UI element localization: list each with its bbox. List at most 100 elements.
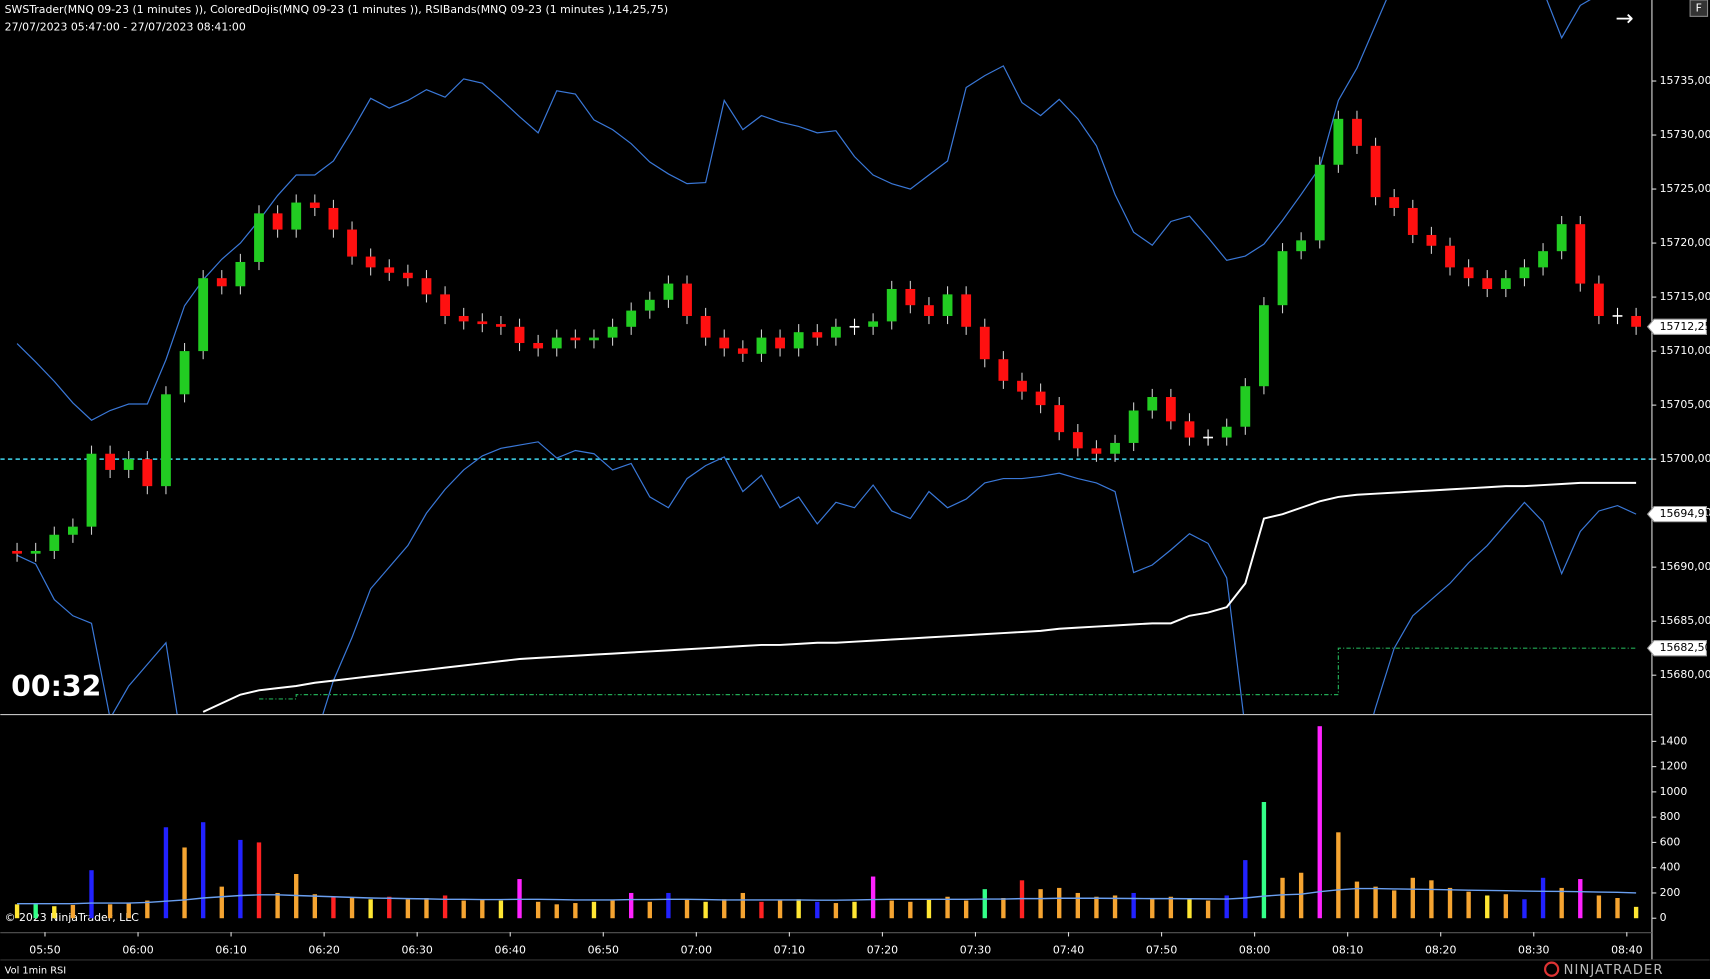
volume-bar xyxy=(256,842,262,919)
candle-body xyxy=(1240,386,1251,427)
candle-body xyxy=(384,267,395,273)
volume-tick-label: 200 xyxy=(1660,886,1681,899)
candle-body xyxy=(458,315,469,322)
candle-body xyxy=(626,310,637,327)
volume-bar xyxy=(1466,891,1471,919)
y-tick-label: 15720,00 xyxy=(1660,236,1710,249)
volume-bar xyxy=(535,901,541,919)
volume-bar xyxy=(908,901,913,919)
volume-bar xyxy=(1429,880,1434,919)
candle-body xyxy=(1184,421,1195,438)
button-label[interactable]: F xyxy=(1696,2,1702,15)
volume-bar xyxy=(777,900,783,919)
candle-body xyxy=(1631,315,1642,327)
volume-bar xyxy=(1038,889,1043,919)
volume-bar xyxy=(1559,887,1564,919)
volume-bar xyxy=(424,898,429,919)
candle-body xyxy=(12,550,22,554)
volume-bar xyxy=(1522,899,1527,919)
candle-body xyxy=(179,351,190,395)
candle-body xyxy=(1259,305,1269,387)
candle-body xyxy=(1426,234,1437,246)
volume-bar xyxy=(480,899,485,919)
volume-bar xyxy=(1131,892,1136,919)
indicator-line xyxy=(16,0,1591,421)
volume-bar xyxy=(833,903,839,919)
candle-body xyxy=(86,453,97,527)
volume-bar xyxy=(442,895,448,919)
footer-label: Vol 1min RSI xyxy=(5,965,67,976)
candle-body xyxy=(67,526,78,535)
volume-bar xyxy=(33,903,38,919)
volume-bar xyxy=(1243,860,1248,919)
y-tick-label: 15690,00 xyxy=(1660,560,1710,573)
candle-body xyxy=(533,342,544,349)
price-marker-label: 15682,50 xyxy=(1660,641,1710,654)
volume-bar xyxy=(70,904,76,919)
volume-bar xyxy=(331,896,336,919)
candle-body xyxy=(105,453,116,470)
volume-bar xyxy=(1354,881,1360,919)
candle-body xyxy=(1538,251,1548,268)
x-tick-label: 07:00 xyxy=(681,944,712,957)
bar-timer: 00:32 xyxy=(11,670,101,703)
volume-bar xyxy=(405,899,411,919)
x-tick-label: 06:10 xyxy=(215,944,246,957)
volume-bar xyxy=(1150,898,1155,919)
candle-body xyxy=(421,278,432,295)
volume-bar xyxy=(349,898,355,919)
candle-body xyxy=(1147,397,1158,411)
volume-bar xyxy=(1001,898,1006,919)
candle-body xyxy=(272,213,283,230)
volume-bar xyxy=(52,906,57,919)
volume-bar xyxy=(1503,894,1509,919)
x-tick-label: 05:50 xyxy=(29,944,60,957)
volume-bar xyxy=(1280,877,1285,919)
candle-body xyxy=(961,294,972,327)
candle-body xyxy=(477,321,488,325)
candle-body xyxy=(1165,397,1176,422)
volume-bar xyxy=(163,827,169,919)
volume-bar xyxy=(1447,887,1453,919)
candle-body xyxy=(1054,405,1065,433)
volume-bar xyxy=(1094,896,1099,919)
candle-body xyxy=(1091,448,1102,454)
candle-body xyxy=(756,337,767,354)
volume-bar xyxy=(1596,895,1602,919)
volume-bar xyxy=(126,903,131,919)
candle-body xyxy=(1277,251,1288,306)
volume-bar xyxy=(1075,892,1081,919)
candle-body xyxy=(1314,164,1325,241)
candle-body xyxy=(1296,240,1307,252)
y-tick-label: 15700,00 xyxy=(1660,452,1710,465)
volume-bar xyxy=(14,904,20,919)
volume-bar xyxy=(945,896,950,919)
volume-bar xyxy=(368,899,373,919)
brand: NINJATRADER xyxy=(1564,963,1664,978)
price-marker-label: 15694,91 xyxy=(1660,507,1710,520)
candle-body xyxy=(551,337,562,349)
volume-bar xyxy=(1392,890,1397,919)
volume-bar xyxy=(1373,886,1378,919)
x-tick-label: 08:10 xyxy=(1332,944,1363,957)
arrow-icon[interactable]: → xyxy=(1616,7,1634,32)
candle-body xyxy=(1370,145,1381,198)
volume-bar xyxy=(145,900,150,919)
candle-body xyxy=(682,283,692,316)
candle-body xyxy=(309,202,320,208)
volume-bar xyxy=(498,900,504,919)
candle-body xyxy=(775,337,785,349)
candle-body xyxy=(291,202,302,230)
button[interactable] xyxy=(1689,0,1709,17)
candle-body xyxy=(1352,118,1362,146)
volume-bar xyxy=(703,901,708,919)
volume-bar xyxy=(1633,906,1639,919)
indicator-line xyxy=(202,481,1637,713)
x-tick-label: 08:00 xyxy=(1239,944,1270,957)
candle-body xyxy=(1445,245,1455,268)
candle-body xyxy=(1221,426,1232,438)
y-tick-label: 15710,00 xyxy=(1660,344,1710,357)
candle-body xyxy=(868,321,879,327)
